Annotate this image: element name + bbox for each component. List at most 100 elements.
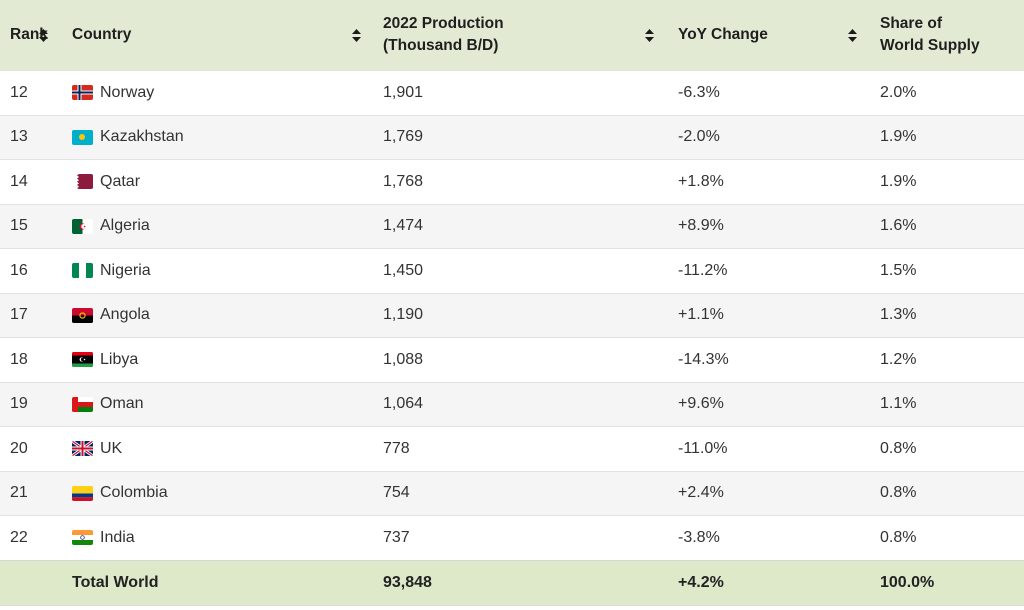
yoy-cell: -2.0% — [678, 128, 720, 146]
nigeria-flag-icon — [72, 263, 93, 279]
share-header-line2: World Supply — [880, 37, 980, 54]
share-cell: 2.0% — [880, 83, 917, 101]
table-row: 20 UK 778 -11.0% 0.8% — [0, 426, 1024, 471]
share-cell: 1.2% — [880, 350, 917, 368]
production-cell: 1,064 — [383, 395, 424, 413]
share-cell: 1.5% — [880, 261, 917, 279]
rank-cell: 20 — [10, 439, 28, 457]
production-cell: 1,474 — [383, 217, 424, 235]
rank-cell: 19 — [10, 395, 28, 413]
yoy-cell: +1.1% — [678, 306, 724, 324]
rank-cell: 18 — [10, 350, 28, 368]
table-row: 19 Oman 1,064 +9.6% 1.1% — [0, 381, 1024, 426]
share-cell: 0.8% — [880, 528, 917, 546]
country-label: Algeria — [100, 217, 150, 235]
column-header-production[interactable]: 2022 Production (Thousand B/D) — [366, 0, 661, 70]
country-label: Libya — [100, 350, 139, 368]
country-label: Angola — [100, 306, 150, 324]
table-row: 18 Libya 1,088 -14.3% 1.2% — [0, 337, 1024, 382]
country-label: Qatar — [100, 172, 141, 190]
yoy-cell: -6.3% — [678, 83, 720, 101]
country-cell: India — [62, 529, 366, 547]
bottom-filler — [0, 605, 1024, 610]
rank-cell: 12 — [10, 83, 28, 101]
country-label: Nigeria — [100, 261, 151, 279]
country-cell: Colombia — [62, 484, 366, 502]
production-cell: 1,769 — [383, 128, 424, 146]
yoy-cell: -14.3% — [678, 350, 729, 368]
yoy-cell: +8.9% — [678, 217, 724, 235]
algeria-flag-icon — [72, 218, 93, 234]
country-cell: Angola — [62, 306, 366, 324]
share-cell: 0.8% — [880, 439, 917, 457]
country-cell: Oman — [62, 395, 366, 413]
rank-cell: 17 — [10, 306, 28, 324]
table-row: 17 Angola 1,190 +1.1% 1.3% — [0, 292, 1024, 337]
kazakhstan-flag-icon — [72, 129, 93, 145]
share-cell: 1.9% — [880, 172, 917, 190]
production-cell: 754 — [383, 484, 410, 502]
production-cell: 1,088 — [383, 350, 424, 368]
table-row: 12 Norway 1,901 -6.3% 2.0% — [0, 70, 1024, 115]
country-cell: Kazakhstan — [62, 128, 366, 146]
country-cell: Qatar — [62, 173, 366, 191]
table-header-row: Rank Country 2022 Production (Thousand B… — [0, 0, 1024, 70]
country-label: UK — [100, 439, 123, 457]
share-cell: 1.9% — [880, 128, 917, 146]
country-cell: Norway — [62, 84, 366, 102]
total-label: Total World — [72, 573, 159, 591]
qatar-flag-icon — [72, 174, 93, 190]
oman-flag-icon — [72, 396, 93, 412]
yoy-cell: -11.0% — [678, 439, 728, 457]
rank-cell: 13 — [10, 128, 28, 146]
country-cell: Nigeria — [62, 262, 366, 280]
column-header-country[interactable]: Country — [62, 0, 366, 70]
column-header-share[interactable]: Share of World Supply — [863, 0, 1024, 70]
country-label: Colombia — [100, 484, 168, 502]
rank-header-label: Rank — [10, 26, 48, 43]
yoy-cell: +2.4% — [678, 484, 724, 502]
country-label: Oman — [100, 395, 144, 413]
country-label: India — [100, 528, 135, 546]
column-header-rank[interactable]: Rank — [0, 0, 62, 70]
share-cell: 0.8% — [880, 484, 917, 502]
total-row: Total World 93,848 +4.2% 100.0% — [0, 559, 1024, 606]
country-header-label: Country — [72, 26, 132, 43]
country-cell: Libya — [62, 351, 366, 369]
yoy-cell: -3.8% — [678, 528, 720, 546]
table-row: 16 Nigeria 1,450 -11.2% 1.5% — [0, 248, 1024, 293]
country-cell: Algeria — [62, 217, 366, 235]
rank-cell: 14 — [10, 172, 28, 190]
column-header-yoy-change[interactable]: YoY Change — [661, 0, 863, 70]
uk-flag-icon — [72, 441, 93, 457]
table-row: 13 Kazakhstan 1,769 -2.0% 1.9% — [0, 114, 1024, 159]
share-header-line1: Share of — [880, 15, 943, 32]
rank-cell: 22 — [10, 528, 28, 546]
share-cell: 1.3% — [880, 306, 917, 324]
yoy-cell: +9.6% — [678, 395, 724, 413]
sort-arrows-icon — [351, 28, 362, 42]
rank-cell: 15 — [10, 217, 28, 235]
production-header-line1: 2022 Production — [383, 15, 504, 32]
yoy-cell: +1.8% — [678, 172, 724, 190]
country-label: Norway — [100, 83, 155, 101]
yoy-header-label: YoY Change — [678, 26, 768, 43]
share-cell: 1.1% — [880, 395, 917, 413]
production-header-line2: (Thousand B/D) — [383, 37, 499, 54]
yoy-cell: -11.2% — [678, 261, 728, 279]
table-row: 14 Qatar 1,768 +1.8% 1.9% — [0, 159, 1024, 204]
country-label: Kazakhstan — [100, 128, 184, 146]
libya-flag-icon — [72, 352, 93, 368]
production-cell: 1,450 — [383, 261, 424, 279]
india-flag-icon — [72, 530, 93, 546]
table-row: 21 Colombia 754 +2.4% 0.8% — [0, 470, 1024, 515]
sort-arrows-icon — [38, 28, 49, 42]
production-cell: 1,768 — [383, 172, 424, 190]
rank-cell: 21 — [10, 484, 28, 502]
angola-flag-icon — [72, 307, 93, 323]
table-row: 22 India 737 -3.8% 0.8% — [0, 515, 1024, 560]
share-cell: 1.6% — [880, 217, 917, 235]
total-production-cell: 93,848 — [383, 573, 432, 591]
norway-flag-icon — [72, 85, 93, 101]
